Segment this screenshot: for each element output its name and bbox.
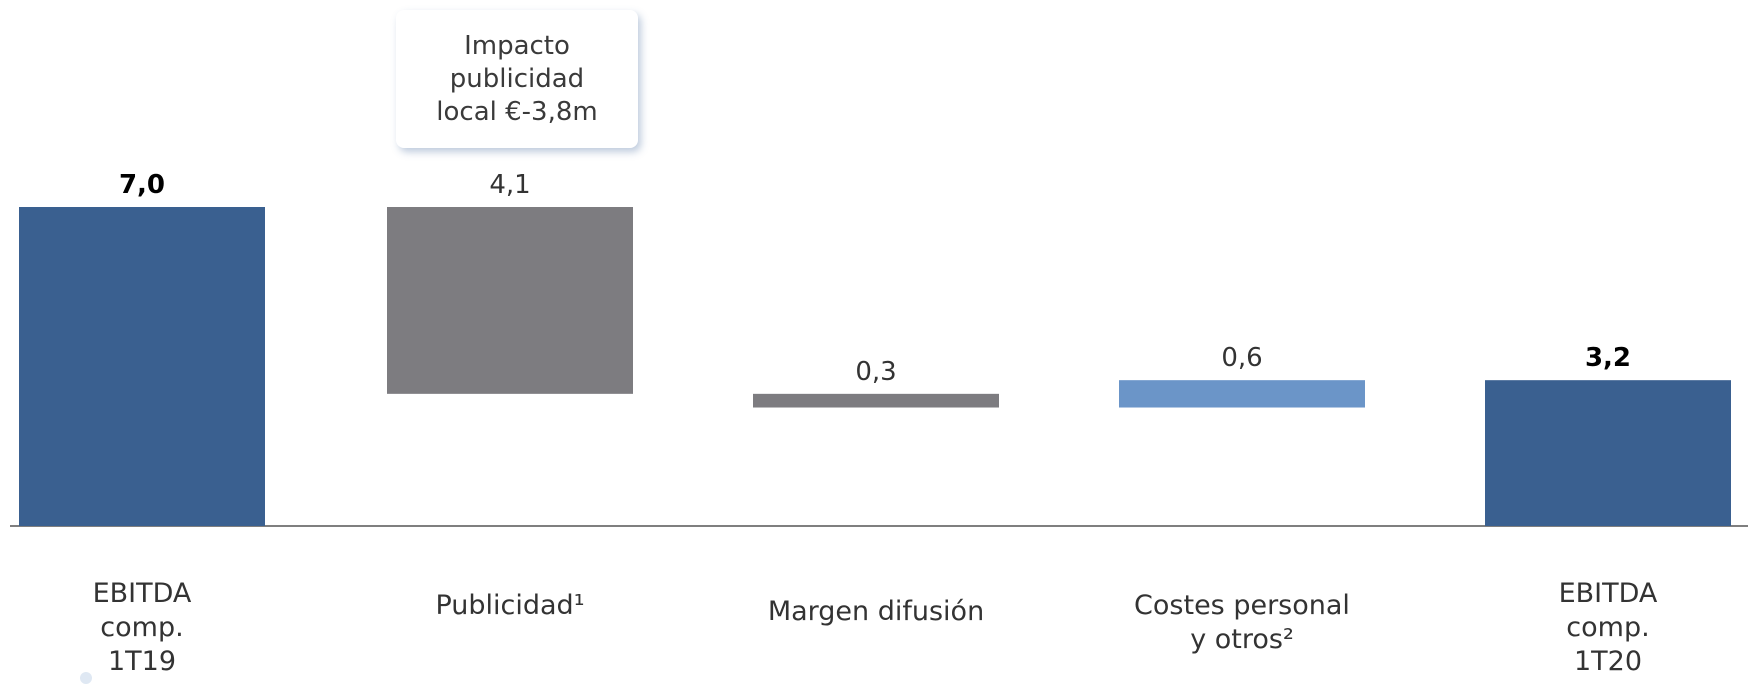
bar-5 [1485, 380, 1731, 526]
value-label-1: 7,0 [119, 170, 165, 200]
bar-4 [1119, 380, 1365, 408]
bar-2 [387, 207, 633, 394]
value-label-2: 4,1 [489, 170, 530, 200]
value-label-3: 0,3 [855, 357, 896, 387]
value-label-5: 3,2 [1585, 343, 1631, 373]
category-label-3: Margen difusión [768, 596, 984, 627]
decorative-dot [80, 672, 92, 684]
category-label-2: Publicidad¹ [435, 590, 584, 621]
callout-impacto-publicidad: Impacto publicidad local €-3,8m [396, 10, 638, 148]
category-label-4: Costes personal y otros² [1134, 590, 1350, 655]
bar-3 [753, 393, 999, 408]
category-label-5: EBITDA comp. 1T20 [1559, 578, 1658, 677]
category-label-1: EBITDA comp. 1T19 [93, 578, 192, 677]
bar-1 [19, 207, 265, 526]
value-label-4: 0,6 [1221, 343, 1262, 373]
